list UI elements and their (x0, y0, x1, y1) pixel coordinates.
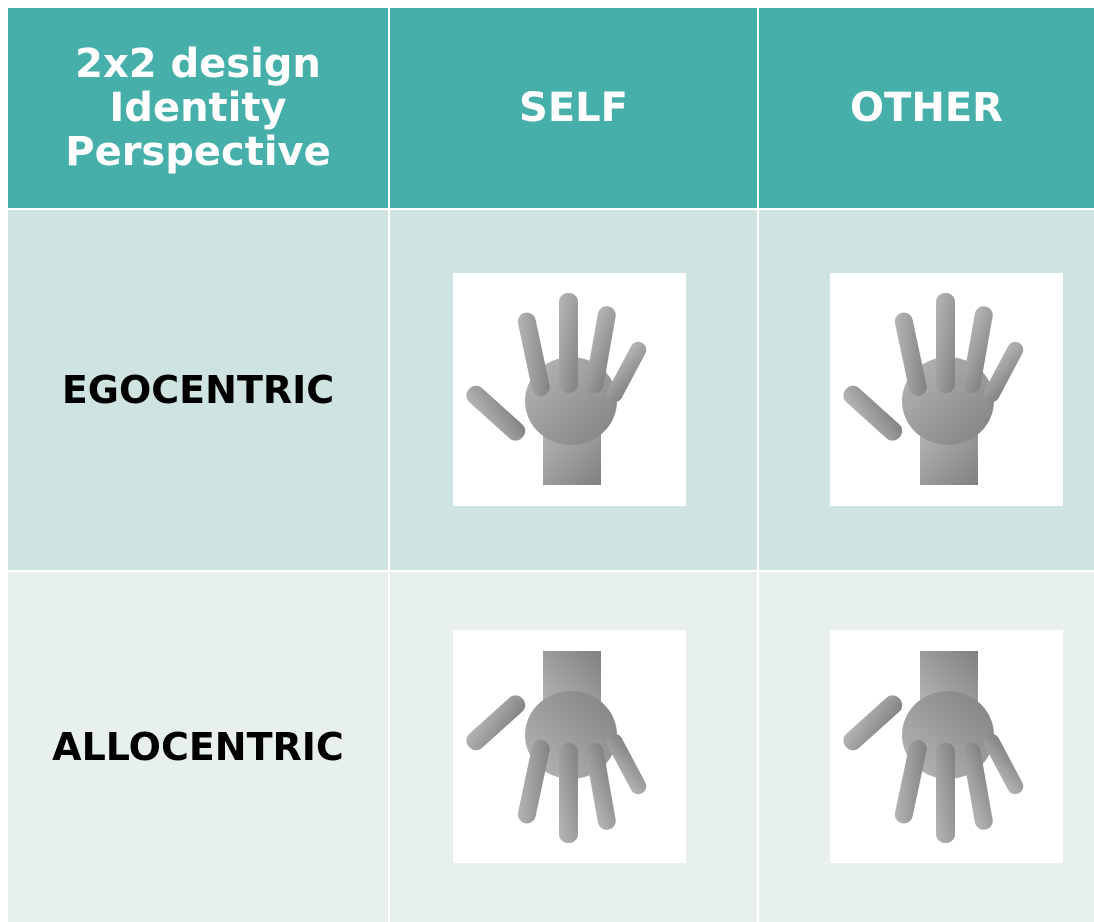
column-header: OTHER (759, 8, 1094, 208)
row-label: EGOCENTRIC (8, 210, 388, 570)
corner-header: 2x2 design Identity Perspective (8, 8, 388, 208)
row-label: ALLOCENTRIC (8, 572, 388, 922)
corner-text: 2x2 design Identity Perspective (65, 42, 331, 174)
corner-line: 2x2 design (75, 41, 321, 87)
hand-image (453, 273, 686, 506)
column-header: SELF (390, 8, 757, 208)
corner-line: Perspective (65, 129, 331, 175)
hand-image (830, 273, 1063, 506)
hand-image (453, 630, 686, 863)
hand-image (830, 630, 1063, 863)
corner-line: Identity (109, 85, 287, 131)
